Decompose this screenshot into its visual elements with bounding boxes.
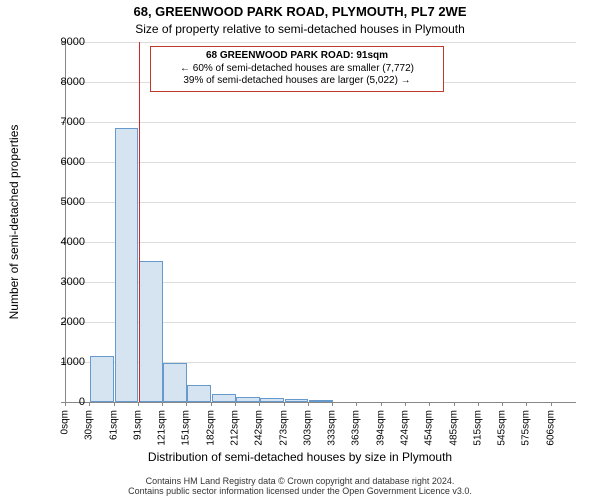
x-axis-label: Distribution of semi-detached houses by … bbox=[148, 450, 452, 464]
annotation-line2: ← 60% of semi-detached houses are smalle… bbox=[157, 63, 437, 76]
histogram-bar bbox=[212, 394, 236, 402]
histogram-bar bbox=[90, 356, 114, 402]
histogram-bar bbox=[309, 400, 333, 402]
x-tick-label: 273sqm bbox=[278, 410, 289, 446]
x-tick-mark bbox=[381, 402, 382, 406]
x-tick-mark bbox=[551, 402, 552, 406]
x-tick-mark bbox=[454, 402, 455, 406]
x-tick-label: 545sqm bbox=[497, 410, 508, 446]
y-tick-label: 1000 bbox=[61, 356, 85, 368]
histogram-bar bbox=[115, 128, 139, 402]
x-tick-mark bbox=[502, 402, 503, 406]
x-tick-label: 212sqm bbox=[230, 410, 241, 446]
x-tick-mark bbox=[429, 402, 430, 406]
x-tick-mark bbox=[89, 402, 90, 406]
annotation-line1: 68 GREENWOOD PARK ROAD: 91sqm bbox=[157, 50, 437, 63]
x-tick-label: 61sqm bbox=[108, 410, 119, 440]
x-tick-mark bbox=[114, 402, 115, 406]
x-tick-label: 575sqm bbox=[521, 410, 532, 446]
chart-title-line1: 68, GREENWOOD PARK ROAD, PLYMOUTH, PL7 2… bbox=[134, 4, 467, 19]
y-tick-label: 6000 bbox=[61, 156, 85, 168]
x-tick-label: 363sqm bbox=[351, 410, 362, 446]
reference-line bbox=[139, 42, 140, 402]
x-tick-mark bbox=[259, 402, 260, 406]
x-tick-mark bbox=[526, 402, 527, 406]
x-tick-mark bbox=[235, 402, 236, 406]
x-tick-mark bbox=[65, 402, 66, 406]
x-tick-label: 242sqm bbox=[254, 410, 265, 446]
annotation-line3: 39% of semi-detached houses are larger (… bbox=[157, 75, 437, 88]
plot-area bbox=[65, 42, 576, 403]
grid-line-y bbox=[66, 242, 576, 243]
y-tick-label: 2000 bbox=[61, 316, 85, 328]
x-tick-mark bbox=[284, 402, 285, 406]
chart-title-line2: Size of property relative to semi-detach… bbox=[135, 22, 465, 36]
y-tick-label: 7000 bbox=[61, 116, 85, 128]
x-tick-mark bbox=[138, 402, 139, 406]
y-tick-label: 4000 bbox=[61, 236, 85, 248]
y-tick-label: 9000 bbox=[61, 36, 85, 48]
histogram-bar bbox=[285, 399, 309, 402]
histogram-chart: 68, GREENWOOD PARK ROAD, PLYMOUTH, PL7 2… bbox=[0, 0, 600, 500]
x-tick-label: 485sqm bbox=[448, 410, 459, 446]
x-tick-label: 606sqm bbox=[545, 410, 556, 446]
grid-line-y bbox=[66, 162, 576, 163]
footer-line1: Contains HM Land Registry data © Crown c… bbox=[128, 476, 472, 486]
x-tick-mark bbox=[308, 402, 309, 406]
x-tick-mark bbox=[162, 402, 163, 406]
x-tick-mark bbox=[478, 402, 479, 406]
x-tick-mark bbox=[356, 402, 357, 406]
y-axis-label: Number of semi-detached properties bbox=[7, 125, 21, 320]
x-tick-label: 151sqm bbox=[181, 410, 192, 446]
x-tick-label: 303sqm bbox=[302, 410, 313, 446]
histogram-bar bbox=[163, 363, 187, 402]
histogram-bar bbox=[139, 261, 163, 402]
annotation-box: 68 GREENWOOD PARK ROAD: 91sqm ← 60% of s… bbox=[150, 46, 444, 92]
x-tick-label: 333sqm bbox=[327, 410, 338, 446]
x-tick-mark bbox=[211, 402, 212, 406]
x-tick-label: 121sqm bbox=[157, 410, 168, 446]
grid-line-y bbox=[66, 202, 576, 203]
y-tick-label: 0 bbox=[79, 396, 85, 408]
x-tick-label: 515sqm bbox=[472, 410, 483, 446]
chart-footer: Contains HM Land Registry data © Crown c… bbox=[128, 476, 472, 496]
footer-line2: Contains public sector information licen… bbox=[128, 486, 472, 496]
x-tick-label: 91sqm bbox=[132, 410, 143, 440]
x-tick-label: 424sqm bbox=[400, 410, 411, 446]
grid-line-y bbox=[66, 42, 576, 43]
histogram-bar bbox=[260, 398, 284, 402]
grid-line-y bbox=[66, 122, 576, 123]
y-tick-label: 3000 bbox=[61, 276, 85, 288]
x-tick-mark bbox=[332, 402, 333, 406]
histogram-bar bbox=[236, 397, 260, 402]
x-tick-label: 30sqm bbox=[84, 410, 95, 440]
x-tick-label: 454sqm bbox=[424, 410, 435, 446]
x-tick-mark bbox=[405, 402, 406, 406]
x-tick-mark bbox=[186, 402, 187, 406]
x-tick-label: 182sqm bbox=[205, 410, 216, 446]
y-tick-label: 5000 bbox=[61, 196, 85, 208]
x-tick-label: 0sqm bbox=[60, 410, 71, 434]
histogram-bar bbox=[187, 385, 211, 402]
x-tick-label: 394sqm bbox=[375, 410, 386, 446]
y-tick-label: 8000 bbox=[61, 76, 85, 88]
